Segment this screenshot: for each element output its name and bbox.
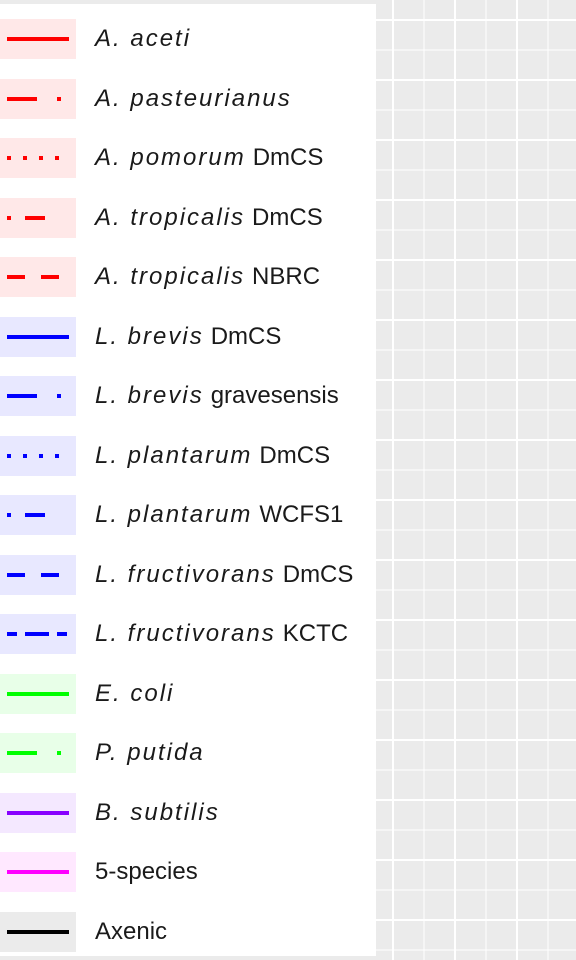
legend-key-background: [0, 435, 76, 476]
legend-entry: A. pasteurianus: [0, 78, 376, 119]
legend-key: [0, 19, 76, 59]
legend-label-strain: gravesensis: [210, 382, 339, 409]
legend-label: L. brevis gravesensis: [95, 376, 339, 416]
legend: A. aceti A. pasteurianus A. pomorum DmCS A. …: [0, 4, 376, 956]
legend-entry: L. brevis DmCS: [0, 316, 376, 357]
legend-entry: L. fructivorans DmCS: [0, 554, 376, 595]
legend-key: [0, 673, 76, 714]
legend-label: L. fructivorans KCTC: [95, 614, 348, 654]
legend-label-species: L. brevis: [95, 382, 204, 409]
legend-entry: L. plantarum WCFS1: [0, 495, 376, 535]
legend-label-species: L. fructivorans: [95, 560, 276, 588]
legend-entry: 5-species: [0, 852, 376, 892]
legend-entry: A. tropicalis DmCS: [0, 197, 376, 238]
legend-label: A. aceti: [95, 19, 191, 59]
legend-label: L. fructivorans DmCS: [95, 555, 353, 595]
legend-key: [0, 257, 76, 297]
legend-label-species: A. tropicalis: [95, 203, 246, 231]
legend-label-species: L. brevis: [95, 322, 204, 350]
legend-label-species: B. subtilis: [95, 798, 220, 826]
legend-label-strain: DmCS: [259, 441, 331, 469]
legend-entry: L. brevis gravesensis: [0, 376, 376, 416]
legend-label: Axenic: [95, 912, 167, 952]
legend-label-species: L. plantarum: [95, 441, 253, 469]
legend-entry: Axenic: [0, 911, 376, 952]
legend-entry: B. subtilis: [0, 792, 376, 833]
legend-label-species: A. aceti: [95, 25, 192, 52]
legend-label-strain: DmCS: [282, 560, 354, 588]
legend-label-species: A. pasteurianus: [95, 84, 292, 112]
legend-key: [0, 376, 76, 416]
legend-label-strain: KCTC: [282, 620, 349, 647]
legend-key: [0, 614, 76, 654]
legend-key-background: [0, 138, 76, 178]
legend-label: P. putida: [95, 733, 205, 773]
legend-key: [0, 495, 76, 535]
legend-key: [0, 435, 76, 476]
legend-label-strain: DmCS: [252, 144, 324, 171]
legend-key: [0, 554, 76, 595]
legend-key: [0, 78, 76, 119]
legend-label-species: P. putida: [95, 739, 205, 766]
legend-label-species: L. plantarum: [95, 501, 253, 528]
legend-key: [0, 911, 76, 952]
legend-label: A. pomorum DmCS: [95, 138, 323, 178]
legend-label: 5-species: [95, 852, 198, 892]
legend-entry: A. tropicalis NBRC: [0, 257, 376, 297]
legend-label-strain: 5-species: [95, 858, 198, 885]
legend-label: A. tropicalis NBRC: [95, 257, 320, 297]
legend-entry: L. fructivorans KCTC: [0, 614, 376, 654]
legend-label: A. pasteurianus: [95, 79, 292, 119]
legend-entry: P. putida: [0, 733, 376, 773]
legend-key: [0, 733, 76, 773]
legend-entry: A. aceti: [0, 19, 376, 59]
legend-label-strain: Axenic: [95, 917, 168, 945]
legend-entry: E. coli: [0, 673, 376, 714]
legend-entry: A. pomorum DmCS: [0, 138, 376, 178]
legend-label: L. plantarum WCFS1: [95, 495, 343, 535]
legend-label: B. subtilis: [95, 793, 220, 833]
legend-entry: L. plantarum DmCS: [0, 435, 376, 476]
legend-label-strain: DmCS: [210, 322, 282, 350]
legend-label: L. plantarum DmCS: [95, 436, 330, 476]
legend-label-species: L. fructivorans: [95, 620, 276, 647]
legend-key: [0, 138, 76, 178]
legend-key: [0, 792, 76, 833]
legend-label-strain: NBRC: [252, 263, 321, 290]
legend-label-species: A. tropicalis: [95, 263, 246, 290]
legend-key: [0, 316, 76, 357]
legend-label: A. tropicalis DmCS: [95, 198, 323, 238]
legend-label-species: E. coli: [95, 679, 175, 707]
legend-label-species: A. pomorum: [95, 144, 246, 171]
legend-key: [0, 852, 76, 892]
legend-label-strain: DmCS: [252, 203, 323, 231]
legend-label: L. brevis DmCS: [95, 317, 281, 357]
legend-key: [0, 197, 76, 238]
legend-label: E. coli: [95, 674, 174, 714]
legend-label-strain: WCFS1: [259, 501, 344, 528]
